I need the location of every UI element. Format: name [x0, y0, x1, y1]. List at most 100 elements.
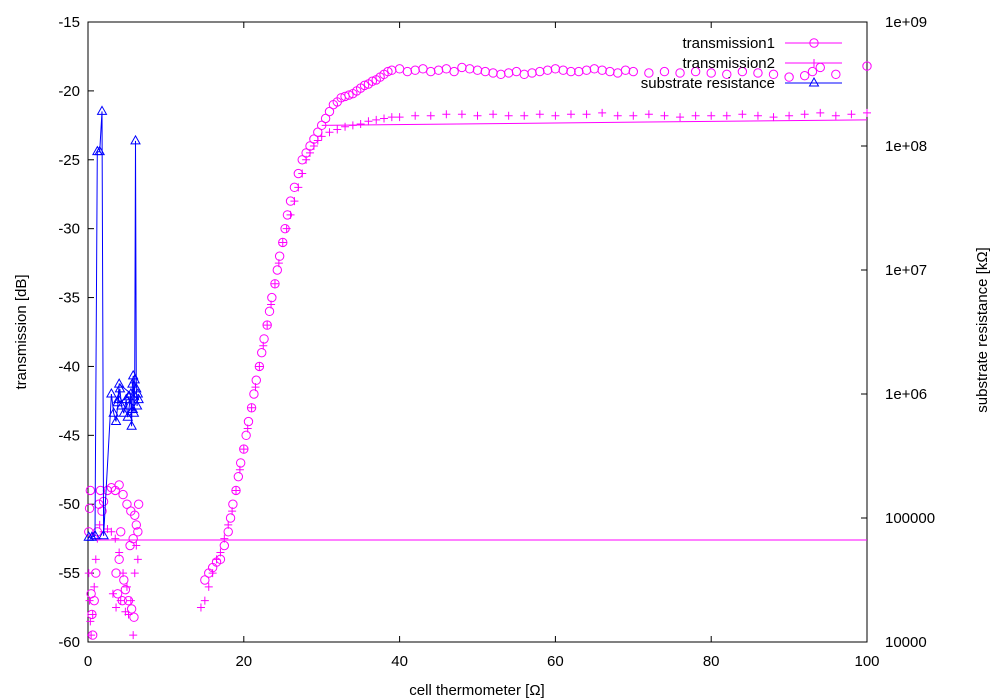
data-point [784, 72, 794, 82]
data-point [769, 113, 778, 122]
data-point [566, 66, 576, 77]
data-point [542, 65, 553, 75]
data-point [85, 596, 94, 605]
series-transmission1 [84, 61, 872, 640]
data-point [133, 555, 142, 564]
data-point [707, 111, 716, 120]
data-point [231, 485, 241, 496]
data-point [613, 111, 622, 120]
data-point [122, 582, 131, 591]
data-point [220, 534, 229, 543]
data-point [574, 66, 584, 77]
data-point [274, 259, 283, 268]
data-point [644, 110, 653, 119]
data-point [753, 111, 762, 120]
data-point [367, 76, 378, 86]
data-point [216, 548, 225, 557]
x-tick-label: 100 [854, 653, 879, 670]
data-point [116, 527, 126, 537]
data-point [863, 108, 871, 117]
data-point [239, 444, 249, 454]
legend-marker [808, 76, 820, 87]
data-point [807, 66, 818, 77]
legend-marker [810, 59, 818, 67]
data-point [125, 387, 137, 398]
data-point [589, 64, 600, 74]
data-point [426, 66, 436, 77]
data-point [473, 111, 482, 120]
y-tick-label: -35 [58, 290, 80, 307]
data-point [133, 393, 144, 404]
data-point [411, 111, 420, 120]
x-tick-label: 80 [703, 653, 720, 670]
data-point [348, 121, 357, 130]
data-point [235, 458, 246, 468]
data-point [356, 119, 365, 128]
data-point [122, 499, 132, 509]
data-point [208, 569, 217, 578]
data-point [551, 111, 560, 120]
data-point [232, 486, 241, 495]
data-point [320, 113, 331, 124]
y-tick-label: -60 [58, 634, 80, 651]
data-point [129, 373, 141, 384]
y2-tick-label: 100000 [885, 510, 935, 527]
data-point [480, 66, 490, 77]
data-point [119, 569, 128, 578]
data-point [128, 533, 138, 544]
legend-marker [809, 38, 819, 48]
data-point [768, 69, 779, 80]
data-point [359, 80, 370, 91]
y2-tick-label: 1e+08 [885, 138, 927, 155]
data-point [130, 510, 140, 520]
data-point [278, 237, 288, 248]
data-point [644, 68, 654, 78]
y2-tick-label: 10000 [885, 634, 927, 651]
data-point [91, 555, 100, 564]
data-point [89, 529, 101, 540]
x-tick-label: 60 [547, 653, 564, 670]
data-point [520, 111, 529, 120]
y-axis-label: transmission [dB] [13, 274, 30, 389]
data-point [225, 513, 236, 523]
data-point [249, 389, 259, 399]
data-point [581, 65, 592, 75]
data-point [264, 306, 275, 317]
data-point [95, 485, 106, 496]
data-point [785, 111, 794, 120]
data-point [255, 362, 264, 371]
data-point [426, 111, 435, 120]
data-point [341, 122, 350, 131]
data-point [129, 612, 139, 622]
data-point [457, 62, 467, 73]
data-point [519, 69, 529, 80]
data-point [659, 66, 670, 77]
y2-axis-label: substrate resistance [kΩ] [974, 247, 991, 412]
data-point [120, 584, 131, 595]
data-point [97, 506, 107, 516]
y-tick-label: -50 [58, 496, 80, 513]
data-point [372, 115, 381, 124]
data-point [270, 279, 280, 289]
data-point [862, 61, 872, 71]
data-point [126, 420, 137, 430]
data-point [112, 396, 123, 407]
data-point [95, 520, 104, 529]
x-axis-label: cell thermometer [Ω] [409, 682, 544, 699]
data-point [267, 300, 276, 309]
data-point [738, 110, 747, 119]
data-point [550, 64, 561, 74]
y-tick-label: -15 [58, 14, 80, 31]
data-point [118, 407, 130, 417]
data-point [815, 62, 825, 73]
data-point [558, 65, 568, 75]
data-point [317, 132, 326, 141]
x-tick-label: 0 [84, 653, 92, 670]
data-point [200, 596, 209, 605]
data-point [112, 603, 121, 612]
x-tick-label: 20 [235, 653, 252, 670]
data-point [114, 480, 124, 490]
data-point [108, 407, 120, 417]
data-point [200, 575, 210, 585]
